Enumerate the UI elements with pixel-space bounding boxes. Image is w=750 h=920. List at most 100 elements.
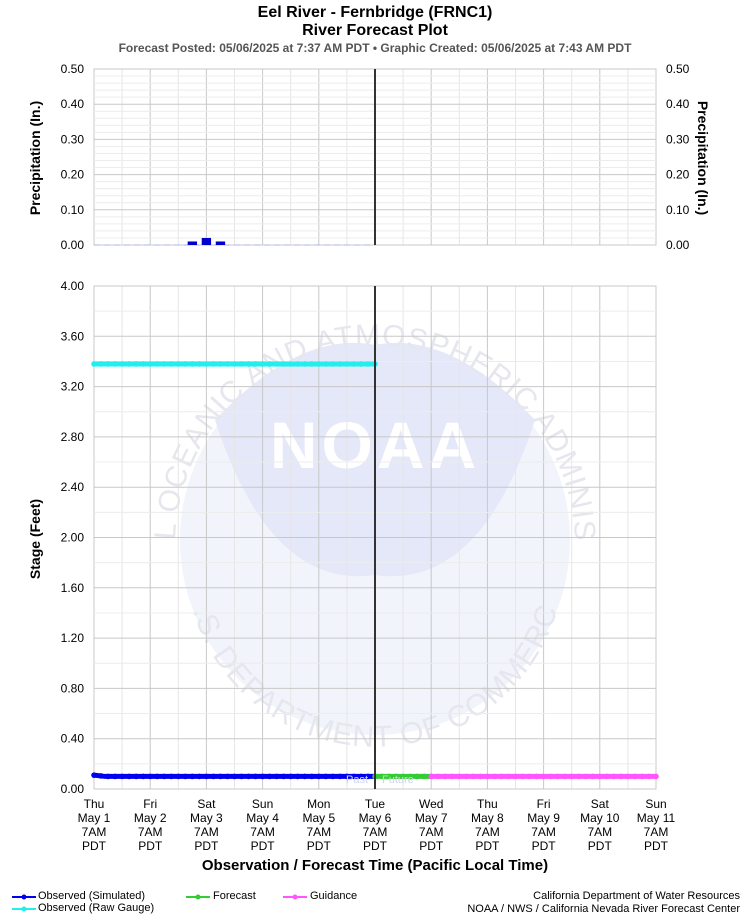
series-point-observed-raw [266, 361, 273, 367]
x-tick-label: 7AM [587, 825, 612, 839]
x-tick-label: Thu [84, 797, 105, 811]
precip-y-tick-label: 0.30 [61, 132, 85, 146]
series-point-observed-simulated [147, 773, 153, 780]
precip-y-tick-label: 0.40 [61, 97, 85, 111]
series-point-guidance [632, 773, 638, 780]
series-point-observed-simulated [287, 773, 294, 780]
series-point-observed-raw [252, 361, 259, 367]
series-point-forecast [421, 773, 427, 780]
x-tick-label: May 3 [190, 811, 223, 825]
series-point-guidance [456, 773, 463, 780]
series-point-observed-simulated [112, 773, 118, 780]
precip-y-axis-label-right: Precipitation (In.) [695, 101, 711, 215]
x-tick-label: PDT [194, 839, 219, 853]
series-point-observed-simulated [105, 773, 111, 780]
series-point-observed-raw [210, 361, 217, 367]
series-point-observed-raw [294, 361, 301, 367]
series-point-observed-simulated [210, 773, 217, 780]
series-point-guidance [582, 773, 589, 780]
series-point-forecast [414, 773, 420, 780]
series-point-observed-simulated [238, 773, 245, 780]
series-point-observed-raw [308, 361, 315, 367]
series-point-observed-simulated [217, 773, 224, 780]
series-point-guidance [484, 773, 491, 780]
series-point-guidance [533, 773, 540, 780]
series-point-observed-simulated [301, 773, 308, 780]
credit-line-1: California Department of Water Resources [533, 890, 740, 902]
series-point-guidance [428, 773, 435, 780]
x-tick-label: 7AM [82, 825, 107, 839]
series-point-observed-raw [330, 361, 336, 367]
series-point-observed-raw [98, 361, 104, 367]
x-tick-label: May 5 [302, 811, 335, 825]
stage-y-tick-label: 4.00 [61, 279, 85, 293]
series-point-observed-simulated [189, 773, 196, 780]
legend-label-forecast: Forecast [213, 890, 256, 902]
precip-y-tick-label-right: 0.10 [666, 203, 690, 217]
legend-dot-observed-simulated [21, 894, 27, 900]
precip-bar [215, 241, 226, 245]
stage-y-tick-label: 3.20 [61, 380, 85, 394]
x-tick-label: PDT [307, 839, 332, 853]
series-point-forecast [407, 773, 413, 780]
series-point-forecast [393, 773, 399, 780]
x-tick-label: May 2 [134, 811, 167, 825]
series-point-observed-raw [337, 361, 343, 367]
x-tick-label: PDT [532, 839, 557, 853]
stage-grid [93, 285, 657, 790]
precip-y-tick-label: 0.00 [61, 238, 85, 252]
series-point-observed-simulated [203, 773, 210, 780]
chart-title: Eel River - Fernbridge (FRNC1) [257, 4, 493, 21]
legend-dot-forecast [195, 894, 201, 900]
series-point-observed-simulated [133, 773, 139, 780]
series-point-observed-raw [112, 361, 118, 367]
stage-y-tick-label: 0.80 [61, 681, 85, 695]
series-point-observed-raw [147, 361, 153, 367]
stage-y-axis-label: Stage (Feet) [27, 499, 43, 579]
series-point-guidance [653, 773, 659, 780]
series-point-guidance [435, 773, 442, 780]
precip-y-tick-label-right: 0.30 [666, 132, 690, 146]
series-point-observed-simulated [196, 773, 203, 780]
x-tick-label: PDT [363, 839, 388, 853]
precip-bar [187, 241, 198, 245]
x-tick-label: May 11 [637, 811, 676, 825]
x-tick-label: PDT [419, 839, 444, 853]
stage-y-tick-label: 1.20 [61, 631, 85, 645]
series-point-observed-raw [105, 361, 111, 367]
series-point-observed-raw [273, 361, 280, 367]
precip-y-tick-label-right: 0.40 [666, 97, 690, 111]
series-point-observed-simulated [294, 773, 301, 780]
x-tick-label: PDT [644, 839, 669, 853]
series-point-forecast [379, 773, 385, 780]
x-tick-label: May 9 [527, 811, 560, 825]
series-point-observed-simulated [273, 773, 280, 780]
series-point-observed-simulated [168, 773, 175, 780]
series-point-observed-simulated [266, 773, 273, 780]
stage-y-tick-label: 2.80 [61, 430, 85, 444]
series-point-guidance [604, 773, 610, 780]
series-point-observed-raw [287, 361, 294, 367]
x-tick-label: 7AM [531, 825, 556, 839]
series-point-observed-simulated [245, 773, 252, 780]
series-point-observed-raw [351, 361, 357, 367]
stage-y-tick-label: 2.40 [61, 480, 85, 494]
x-tick-label: May 1 [78, 811, 111, 825]
series-point-observed-raw [259, 361, 266, 367]
series-point-observed-raw [224, 361, 231, 367]
series-point-observed-simulated [358, 773, 364, 780]
series-point-observed-raw [231, 361, 238, 367]
x-axis-label: Observation / Forecast Time (Pacific Loc… [202, 857, 548, 874]
series-point-observed-simulated [175, 773, 182, 780]
series-point-guidance [470, 773, 477, 780]
legend [12, 894, 307, 912]
series-point-observed-raw [245, 361, 252, 367]
series-point-guidance [561, 773, 568, 780]
x-tick-label: 7AM [475, 825, 500, 839]
series-point-observed-simulated [231, 773, 238, 780]
series-point-observed-raw [280, 361, 287, 367]
stage-y-tick-label: 1.60 [61, 581, 85, 595]
x-tick-label: Wed [419, 797, 443, 811]
series-point-observed-raw [365, 361, 371, 367]
precip-bar [201, 237, 212, 245]
